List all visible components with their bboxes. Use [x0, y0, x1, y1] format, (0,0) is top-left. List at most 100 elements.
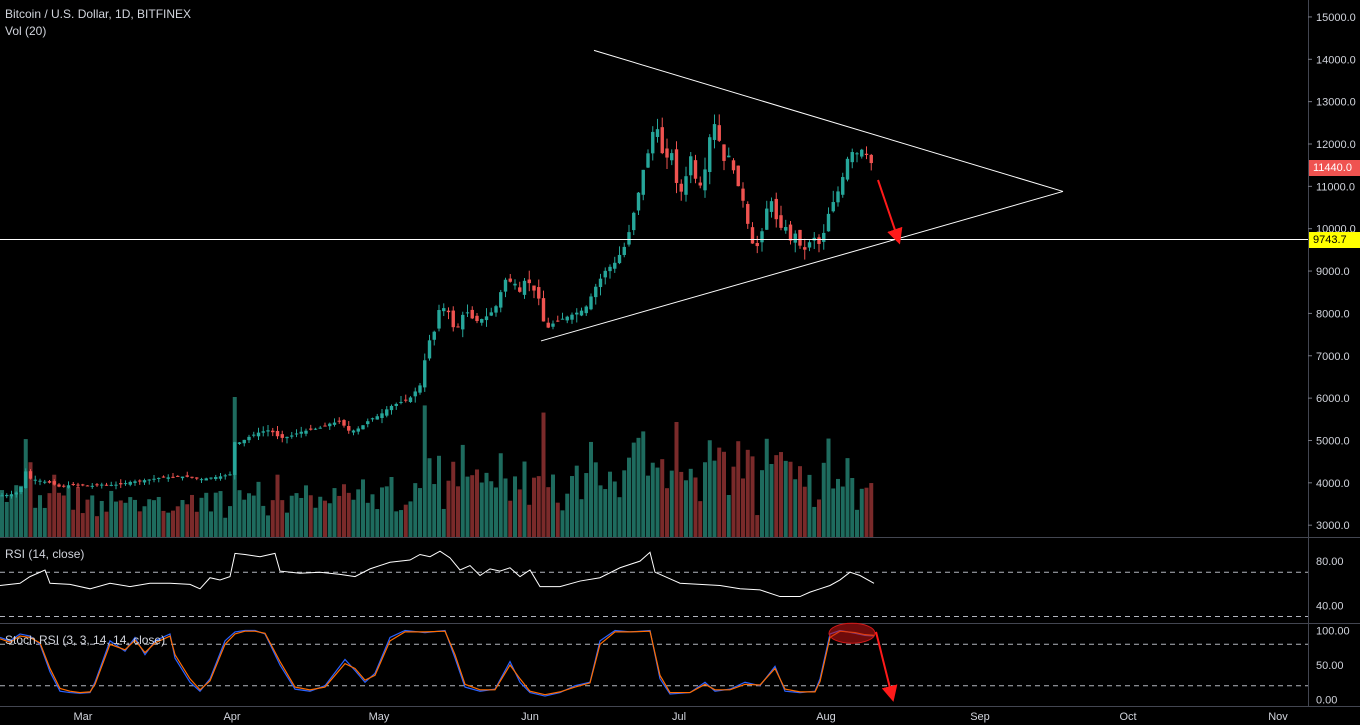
- volume-bar: [555, 502, 560, 537]
- volume-bar: [546, 487, 551, 537]
- candle-body: [537, 287, 541, 299]
- candle-body: [807, 242, 812, 248]
- volume-bar: [812, 506, 817, 537]
- candle-body: [394, 403, 398, 406]
- volume-bar: [627, 457, 631, 537]
- volume-bar: [456, 486, 460, 537]
- volume-bar: [332, 488, 337, 537]
- candle-body: [765, 208, 769, 230]
- candle-body: [641, 169, 645, 195]
- candle-body: [774, 198, 778, 220]
- volume-bar: [760, 470, 764, 537]
- volume-bar: [28, 462, 33, 537]
- candle-body: [594, 286, 598, 298]
- volume-bar: [180, 500, 185, 537]
- volume-bar: [470, 475, 475, 537]
- volume-bar: [0, 490, 4, 537]
- candle-body: [746, 204, 750, 224]
- volume-bar: [641, 431, 646, 537]
- rsi-label: RSI (14, close): [5, 547, 85, 561]
- candle-body: [503, 279, 508, 292]
- volume-bar: [688, 468, 693, 537]
- volume-bar: [42, 507, 47, 537]
- candle-body: [755, 243, 759, 247]
- candle-body: [674, 149, 679, 183]
- volume-bar: [836, 478, 840, 537]
- candle-body: [499, 292, 503, 308]
- candle-body: [855, 153, 859, 155]
- x-tick-label: Sep: [970, 711, 990, 723]
- candle-body: [147, 479, 151, 481]
- candle-body: [470, 309, 474, 319]
- volume-bar: [617, 497, 622, 537]
- candle-body: [722, 144, 726, 161]
- volume-bar: [14, 485, 19, 537]
- volume-bar: [418, 488, 422, 537]
- candle-body: [522, 280, 527, 295]
- volume-bar: [522, 461, 527, 537]
- candle-body: [366, 421, 370, 425]
- candle-body: [836, 191, 840, 203]
- volume-bar: [821, 462, 826, 537]
- candle-body: [361, 425, 365, 430]
- volume-bar: [826, 438, 831, 537]
- volume-bar: [394, 511, 399, 537]
- volume-bar: [446, 480, 451, 537]
- stoch-d-line: [0, 630, 875, 696]
- x-tick-label: Mar: [74, 711, 93, 723]
- volume-bar: [565, 493, 570, 537]
- candle-body: [261, 431, 265, 433]
- candle-body: [375, 416, 379, 420]
- volume-bar: [655, 467, 660, 537]
- candle-body: [736, 165, 740, 187]
- candle-body: [489, 312, 493, 316]
- volume-bar: [598, 485, 603, 537]
- volume-bar: [337, 495, 342, 537]
- volume-bar: [584, 473, 589, 537]
- volume-bar: [541, 412, 546, 537]
- candle-body: [100, 484, 104, 486]
- candle-body: [442, 308, 446, 312]
- volume-bar: [432, 484, 437, 537]
- candle-body: [389, 405, 394, 411]
- volume-bar: [389, 477, 394, 537]
- stoch-tick-label: 0.00: [1316, 694, 1337, 706]
- volume-bar: [726, 494, 731, 537]
- volume-bar: [375, 509, 380, 537]
- volume-bar: [76, 486, 80, 537]
- candle-body: [161, 476, 166, 478]
- volume-bar: [840, 486, 845, 537]
- volume-bar: [731, 466, 736, 537]
- candle-body: [708, 137, 712, 173]
- candle-body: [817, 237, 821, 244]
- volume-bar: [703, 462, 707, 537]
- volume-bar: [774, 455, 779, 537]
- volume-bar: [270, 500, 275, 537]
- candle-body: [579, 310, 584, 316]
- candle-body: [651, 131, 655, 154]
- volume-bar: [223, 517, 228, 537]
- volume-bar: [684, 480, 688, 537]
- volume-bar: [308, 495, 313, 537]
- candle-body: [71, 483, 75, 485]
- candle-body: [256, 432, 261, 437]
- candle-body: [399, 401, 403, 403]
- volume-bar: [517, 489, 522, 537]
- candle-body: [689, 156, 693, 176]
- volume-bar: [9, 495, 14, 537]
- candle-body: [556, 320, 560, 322]
- candle-body: [5, 494, 9, 497]
- volume-bar: [384, 486, 389, 537]
- y-tick-label: 4000.0: [1316, 478, 1350, 490]
- symbol-title: Bitcoin / U.S. Dollar, 1D, BITFINEX: [5, 7, 192, 21]
- candle-body: [408, 397, 413, 403]
- volume-bar: [807, 474, 812, 537]
- candle-body: [693, 160, 698, 179]
- candle-body: [218, 476, 223, 479]
- y-tick-label: 11000.0: [1316, 181, 1355, 193]
- candle-body: [114, 484, 118, 486]
- candle-body: [190, 476, 194, 478]
- candle-body: [541, 298, 546, 322]
- candle-body: [845, 158, 850, 180]
